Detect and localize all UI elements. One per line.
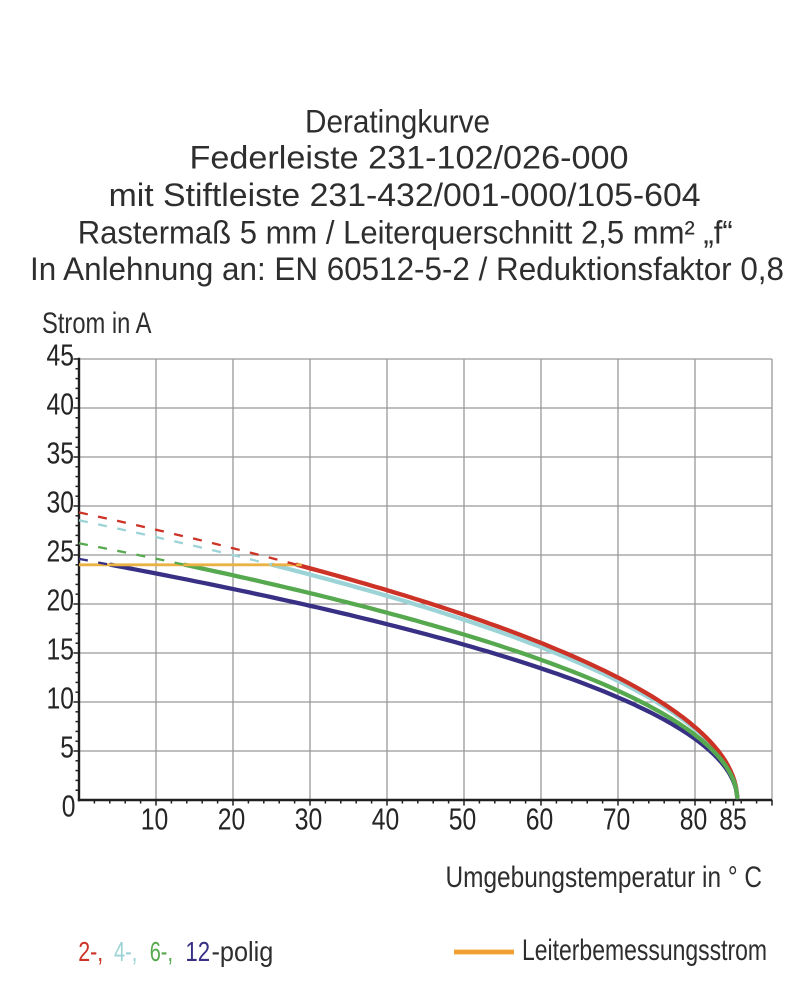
svg-text:85: 85: [719, 803, 747, 837]
svg-text:Rastermaß 5 mm / Leiterquersch: Rastermaß 5 mm / Leiterquerschnitt 2,5 m…: [78, 214, 733, 250]
svg-text:In Anlehnung an: EN 60512-5-2: In Anlehnung an: EN 60512-5-2 / Reduktio…: [30, 251, 784, 287]
svg-text:45: 45: [47, 339, 75, 373]
svg-text:0: 0: [62, 790, 76, 824]
svg-text:6-,: 6-,: [150, 936, 173, 967]
svg-text:30: 30: [295, 803, 323, 837]
svg-text:15: 15: [47, 633, 75, 667]
svg-text:12: 12: [185, 936, 210, 967]
svg-text:4-,: 4-,: [114, 936, 137, 967]
svg-text:2-,: 2-,: [78, 936, 103, 967]
svg-text:20: 20: [47, 584, 75, 618]
svg-text:30: 30: [47, 486, 75, 520]
svg-text:Deratingkurve: Deratingkurve: [305, 103, 490, 139]
svg-text:10: 10: [47, 682, 75, 716]
svg-text:20: 20: [218, 803, 246, 837]
svg-text:5: 5: [60, 731, 74, 765]
svg-text:40: 40: [372, 803, 400, 837]
svg-text:40: 40: [47, 388, 75, 422]
svg-text:mit Stiftleiste 231-432/001-00: mit Stiftleiste 231-432/001-000/105-604: [109, 177, 701, 213]
svg-text:Strom in A: Strom in A: [42, 307, 152, 340]
svg-text:10: 10: [141, 803, 169, 837]
svg-text:Leiterbemessungsstrom: Leiterbemessungsstrom: [522, 934, 767, 967]
svg-text:35: 35: [47, 437, 75, 471]
svg-text:25: 25: [47, 535, 75, 569]
svg-text:60: 60: [526, 803, 554, 837]
svg-text:Federleiste 231-102/026-000: Federleiste 231-102/026-000: [190, 139, 629, 175]
svg-text:Umgebungstemperatur in ° C: Umgebungstemperatur in ° C: [446, 861, 763, 894]
svg-text:-polig: -polig: [212, 936, 274, 967]
svg-text:70: 70: [603, 803, 631, 837]
svg-text:80: 80: [680, 803, 708, 837]
svg-text:50: 50: [449, 803, 477, 837]
